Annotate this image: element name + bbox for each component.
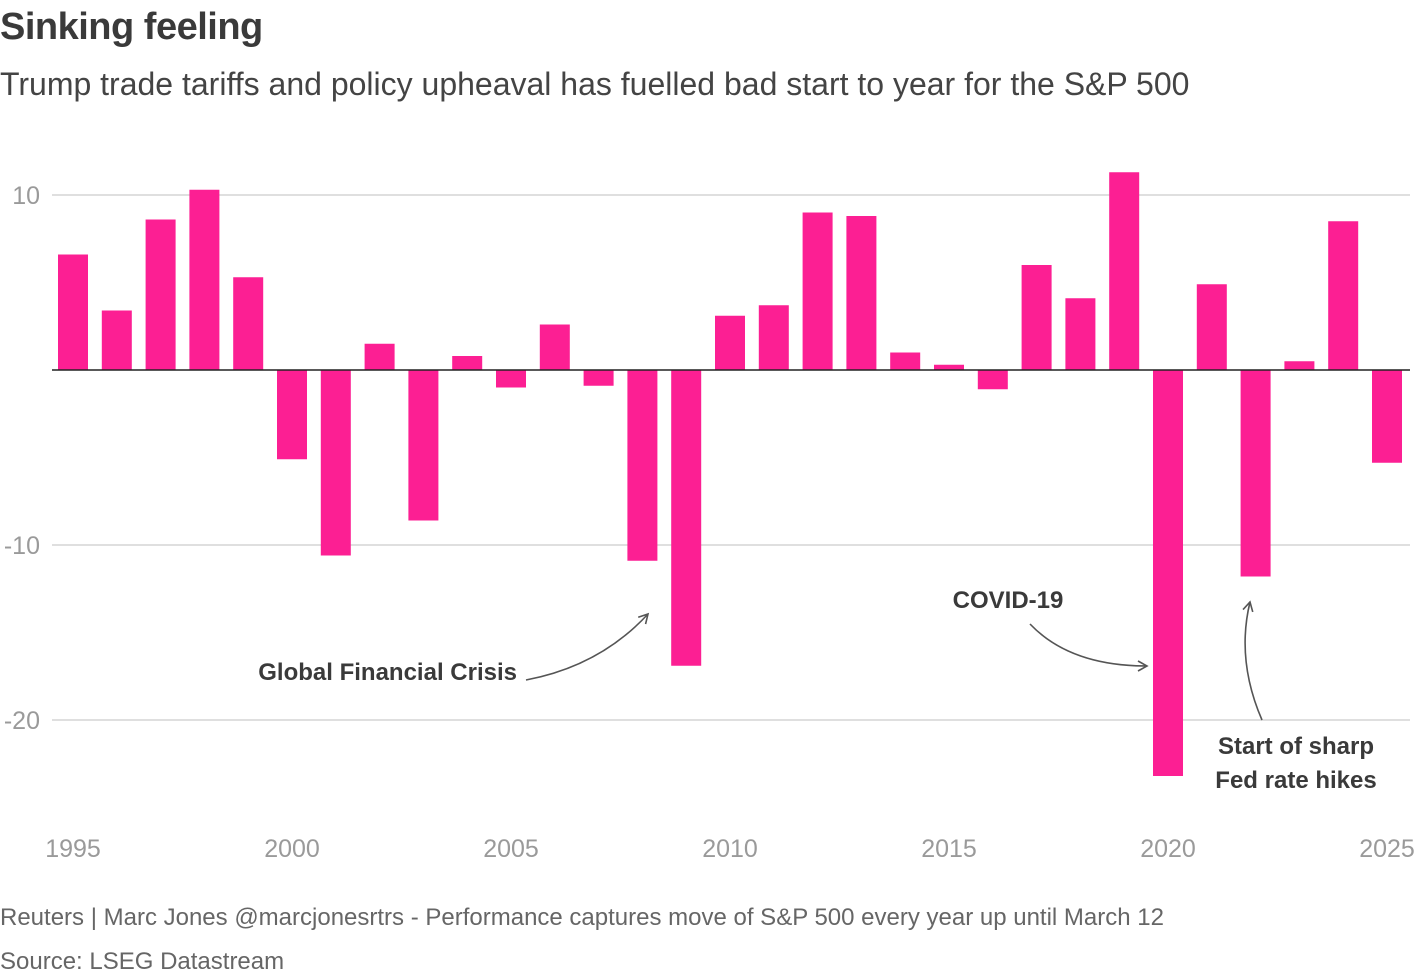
annotation-label: Global Financial Crisis [258,659,517,686]
chart-title: Sinking feeling [0,6,263,48]
bar [277,370,307,460]
bar [233,277,264,370]
x-tick-label: 2020 [1140,835,1196,863]
bar [1065,298,1096,370]
bar [58,254,88,370]
annotation-label: COVID-19 [953,587,1064,614]
bar [977,370,1008,390]
bar [758,305,789,370]
bar [452,356,483,370]
bar [934,364,964,370]
annotation-label: Start of sharp [1218,733,1374,760]
bar [1196,284,1227,370]
bar [189,189,220,370]
bar [1021,265,1052,370]
x-tick-label: 2005 [483,835,539,863]
chart-subtitle: Trump trade tariffs and policy upheaval … [0,66,1190,102]
bar [1372,370,1402,463]
annotation-label: Fed rate hikes [1215,767,1376,794]
annotation-arrow [1029,623,1149,672]
annotation-arrow [1242,600,1263,721]
footnote: Reuters | Marc Jones @marcjonesrtrs - Pe… [0,904,1164,931]
bar [1240,370,1271,577]
bar [846,216,877,370]
bar [583,370,614,386]
y-tick-label: 10 [12,182,40,210]
y-tick-label: -20 [4,707,40,735]
bar [802,212,833,370]
bar [496,370,526,388]
bar [671,370,702,666]
bar [101,310,132,370]
bar [364,343,395,370]
x-tick-label: 2010 [702,835,758,863]
y-tick-label: -10 [4,532,40,560]
bar [715,315,745,370]
bar [408,370,439,521]
bar [539,324,570,370]
x-tick-label: 2000 [264,835,320,863]
source-note: Source: LSEG Datastream [0,948,285,975]
bar [145,219,176,370]
bar [1284,361,1315,370]
bar [1153,370,1183,776]
x-tick-label: 2025 [1359,835,1415,863]
bar [890,352,921,370]
bar [1328,221,1359,370]
x-tick-label: 2015 [921,835,977,863]
x-tick-label: 1995 [45,835,101,863]
bar [320,370,351,556]
bar-chart: 10 -10 -20 1995 2000 2005 2010 2015 2020 2025 Glob… [4,172,1415,863]
bar [627,370,658,561]
bar [1109,172,1140,370]
annotation-arrow [525,612,650,681]
